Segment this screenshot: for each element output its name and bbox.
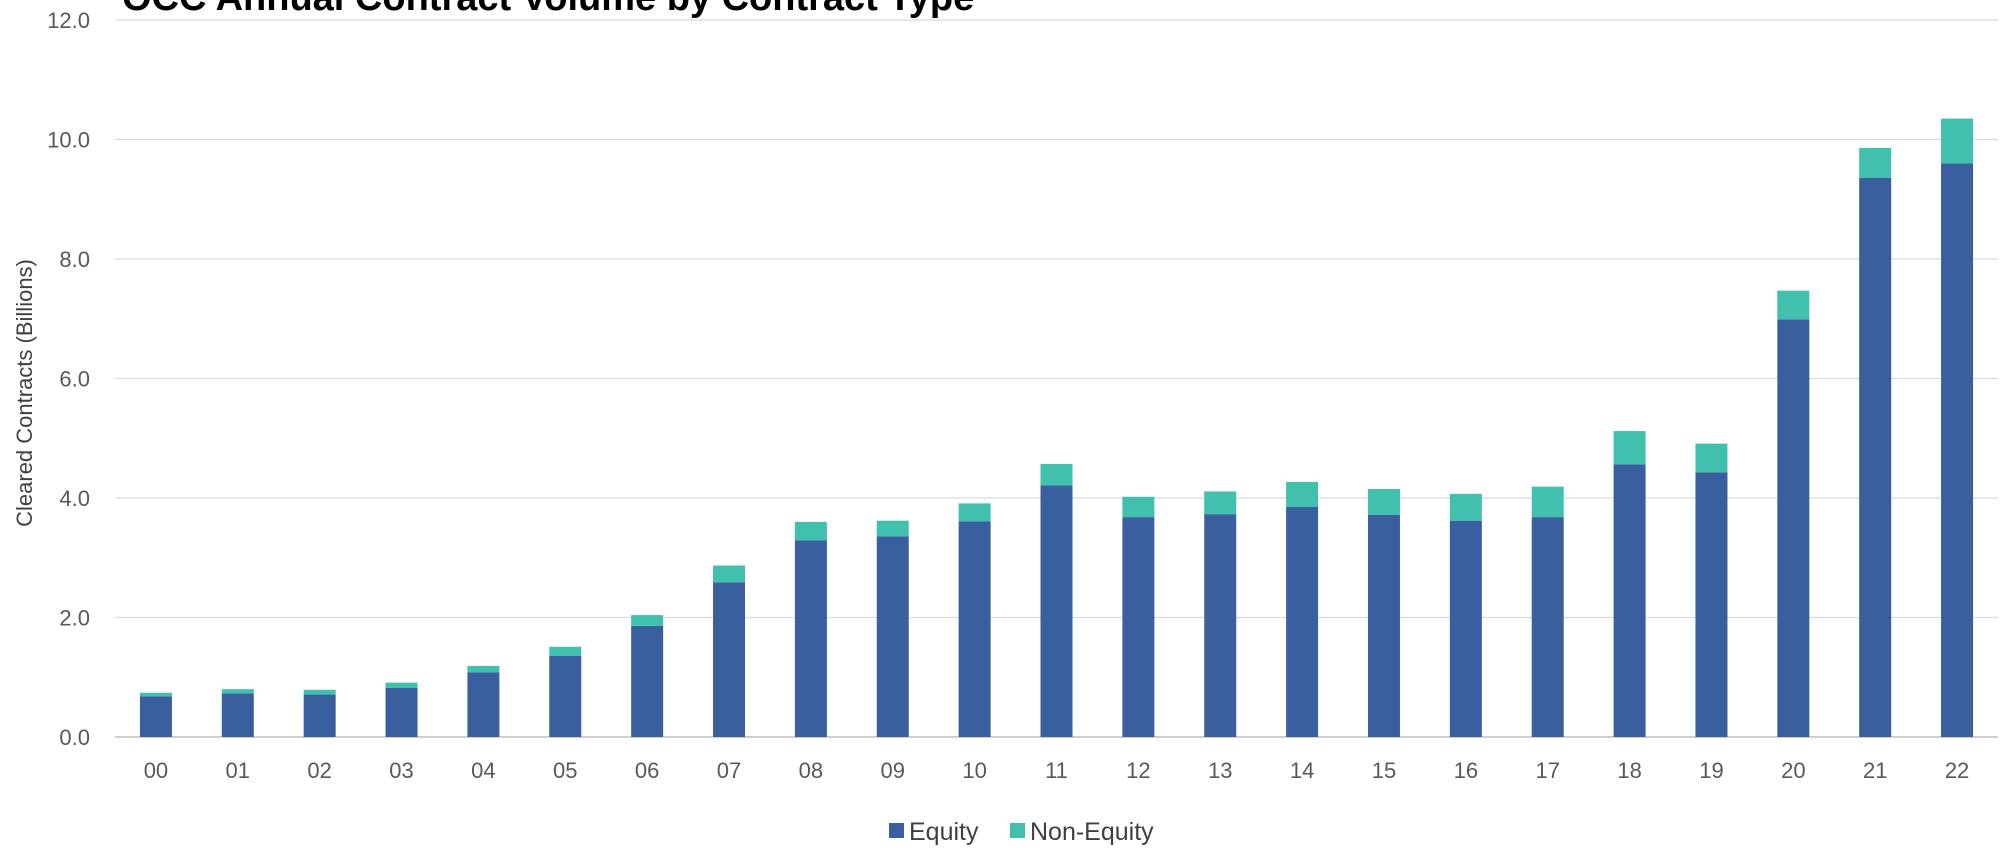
x-axis-ticks: 00 01 02 03 04 05 06 07 08 09 10 11 12 13 14 15 16 17 18 19… xyxy=(144,758,1970,783)
bar-equity-14 xyxy=(1286,506,1319,737)
x-tick-label: 05 xyxy=(553,758,577,783)
x-tick-label: 02 xyxy=(307,758,331,783)
bar-non-equity-10 xyxy=(958,503,991,522)
bar-equity-19 xyxy=(1695,472,1728,737)
bar-equity-17 xyxy=(1531,517,1564,737)
y-tick-label: 8.0 xyxy=(59,247,90,272)
legend-swatch-non-equity xyxy=(1010,823,1025,838)
bar-equity-04 xyxy=(467,672,500,737)
bar-non-equity-18 xyxy=(1613,431,1646,465)
bar-equity-12 xyxy=(1122,517,1155,737)
y-tick-label: 6.0 xyxy=(59,367,90,392)
x-tick-label: 16 xyxy=(1454,758,1478,783)
bar-equity-07 xyxy=(713,582,746,737)
bar-non-equity-01 xyxy=(221,689,254,694)
x-tick-label: 06 xyxy=(635,758,659,783)
bar-equity-05 xyxy=(549,655,582,737)
x-tick-label: 22 xyxy=(1945,758,1969,783)
x-tick-label: 20 xyxy=(1781,758,1805,783)
bar-equity-00 xyxy=(139,696,172,737)
bar-non-equity-09 xyxy=(876,520,909,537)
bar-equity-21 xyxy=(1859,177,1892,738)
bar-non-equity-05 xyxy=(549,646,582,656)
bar-non-equity-14 xyxy=(1286,481,1319,507)
x-tick-label: 03 xyxy=(389,758,413,783)
bar-equity-09 xyxy=(876,536,909,737)
x-tick-label: 10 xyxy=(962,758,986,783)
y-tick-label: 12.0 xyxy=(47,8,90,33)
bar-non-equity-15 xyxy=(1367,489,1400,515)
x-tick-label: 01 xyxy=(226,758,250,783)
x-tick-label: 09 xyxy=(881,758,905,783)
bar-non-equity-04 xyxy=(467,665,500,673)
y-tick-label: 10.0 xyxy=(47,128,90,153)
bar-equity-06 xyxy=(631,625,664,737)
x-tick-label: 11 xyxy=(1045,758,1068,783)
x-tick-label: 12 xyxy=(1126,758,1150,783)
bar-non-equity-19 xyxy=(1695,443,1728,473)
x-tick-label: 04 xyxy=(471,758,495,783)
bar-non-equity-22 xyxy=(1941,118,1974,164)
bar-non-equity-11 xyxy=(1040,463,1073,486)
gridlines xyxy=(115,19,1998,738)
bar-equity-22 xyxy=(1941,163,1974,737)
bar-equity-18 xyxy=(1613,464,1646,737)
bar-equity-08 xyxy=(794,540,827,737)
bar-non-equity-17 xyxy=(1531,486,1564,518)
x-tick-label: 07 xyxy=(717,758,741,783)
bar-non-equity-07 xyxy=(713,565,746,583)
bars xyxy=(139,118,1974,738)
bar-non-equity-02 xyxy=(303,689,336,695)
x-tick-label: 18 xyxy=(1617,758,1641,783)
bar-non-equity-21 xyxy=(1859,147,1892,178)
chart-title: OCC Annual Contract Volume by Contract T… xyxy=(122,0,974,19)
bar-non-equity-08 xyxy=(794,521,827,541)
bar-non-equity-00 xyxy=(139,692,172,697)
bar-non-equity-20 xyxy=(1777,290,1810,320)
legend-label-non-equity: Non-Equity xyxy=(1030,818,1154,846)
y-axis-ticks: 0.0 2.0 4.0 6.0 8.0 10.0 12.0 xyxy=(47,8,90,750)
y-tick-label: 2.0 xyxy=(59,606,90,631)
bar-equity-10 xyxy=(958,521,991,737)
bar-equity-15 xyxy=(1367,514,1400,737)
legend-swatch-equity xyxy=(889,823,904,838)
y-tick-label: 0.0 xyxy=(59,725,90,750)
bar-non-equity-13 xyxy=(1204,491,1237,515)
bar-equity-20 xyxy=(1777,319,1810,737)
bar-equity-16 xyxy=(1449,520,1482,737)
y-axis-label: Cleared Contracts (Billions) xyxy=(12,259,37,527)
legend-label-equity: Equity xyxy=(909,818,979,846)
bar-non-equity-03 xyxy=(385,682,418,689)
x-tick-label: 17 xyxy=(1535,758,1559,783)
legend: Equity Non-Equity xyxy=(889,818,1154,846)
x-tick-label: 13 xyxy=(1208,758,1232,783)
bar-non-equity-06 xyxy=(631,615,664,626)
bar-equity-11 xyxy=(1040,485,1073,737)
bar-equity-13 xyxy=(1204,514,1237,737)
x-tick-label: 15 xyxy=(1372,758,1396,783)
bar-equity-02 xyxy=(303,694,336,737)
x-tick-label: 08 xyxy=(799,758,823,783)
bar-non-equity-12 xyxy=(1122,496,1155,518)
y-tick-label: 4.0 xyxy=(59,486,90,511)
x-tick-label: 19 xyxy=(1699,758,1723,783)
x-tick-label: 14 xyxy=(1290,758,1314,783)
bar-equity-01 xyxy=(221,693,254,737)
bar-equity-03 xyxy=(385,688,418,737)
x-tick-label: 21 xyxy=(1863,758,1887,783)
x-tick-label: 00 xyxy=(144,758,168,783)
bar-non-equity-16 xyxy=(1449,493,1482,521)
